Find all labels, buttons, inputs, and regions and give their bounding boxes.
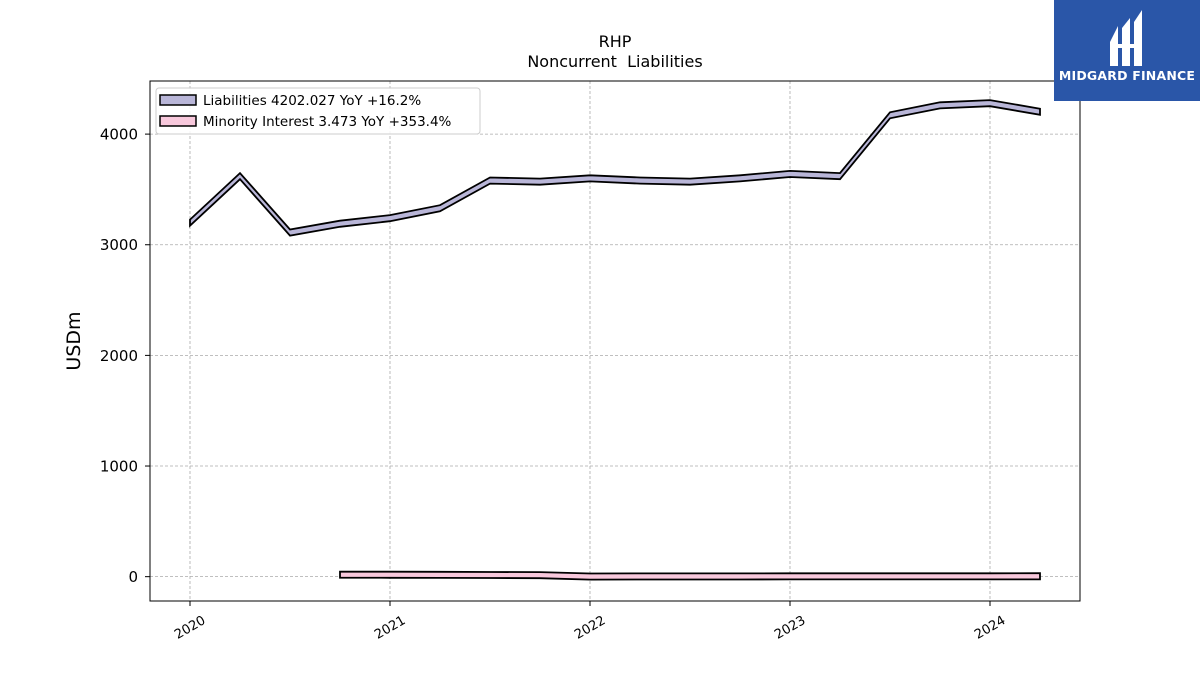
plot-frame <box>149 80 1081 602</box>
y-tick-label: 3000 <box>100 236 138 254</box>
y-tick-label: 0 <box>128 568 138 586</box>
y-tick-label: 2000 <box>100 347 138 365</box>
x-tick-label: 2021 <box>372 613 408 643</box>
legend: Liabilities 4202.027 YoY +16.2% Minority … <box>155 87 481 135</box>
series-layer <box>189 99 1041 581</box>
x-tick-label: 2024 <box>972 613 1008 643</box>
x-tick-label: 2023 <box>772 613 808 643</box>
y-tick-label: 1000 <box>100 458 138 476</box>
y-tick-label: 4000 <box>100 126 138 144</box>
logo-text: MIDGARD FINANCE <box>1058 68 1196 83</box>
axes: 0 1000 2000 3000 4000 2020 2021 2022 2023 2024 <box>100 126 1009 643</box>
series-band-liabilities <box>189 99 1041 237</box>
legend-label: Minority Interest 3.473 YoY +353.4% <box>203 114 452 130</box>
legend-swatch <box>159 94 197 106</box>
grid <box>150 81 1080 601</box>
y-axis-label: USDm <box>63 311 85 370</box>
chart-title: RHP <box>599 32 632 51</box>
logo-mark-icon <box>1110 10 1142 66</box>
chart-subtitle: Noncurrent Liabilities <box>527 52 702 71</box>
x-tick-label: 2020 <box>172 613 208 643</box>
legend-swatch <box>159 115 197 127</box>
legend-box <box>155 87 481 135</box>
series-band-minority-interest <box>339 570 1041 581</box>
x-tick-label: 2022 <box>572 613 608 643</box>
brand-logo: MIDGARD FINANCE <box>1054 0 1200 101</box>
legend-label: Liabilities 4202.027 YoY +16.2% <box>203 93 421 109</box>
